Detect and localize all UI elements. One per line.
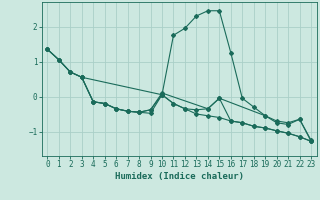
X-axis label: Humidex (Indice chaleur): Humidex (Indice chaleur) — [115, 172, 244, 181]
